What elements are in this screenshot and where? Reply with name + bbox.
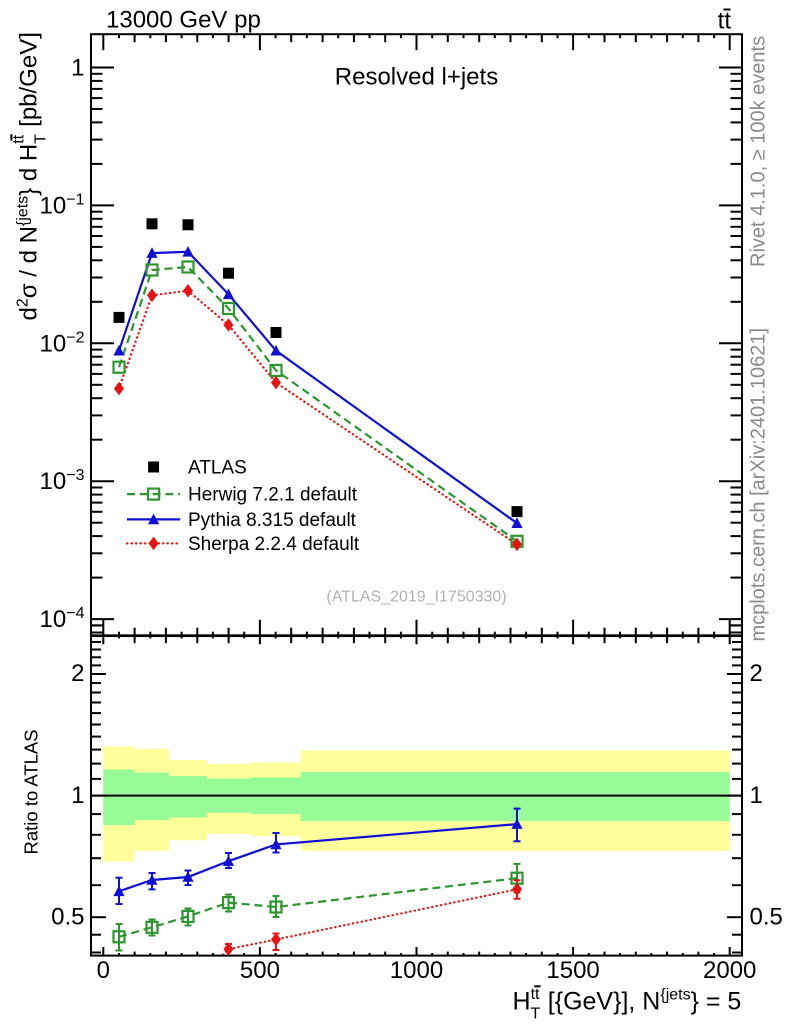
- svg-text:0: 0: [97, 957, 110, 984]
- svg-text:0.5: 0.5: [51, 903, 84, 930]
- svg-text:tt: tt: [718, 8, 732, 35]
- svg-text:Rivet 4.1.0, ≥ 100k events: Rivet 4.1.0, ≥ 100k events: [748, 36, 770, 267]
- svg-text:2000: 2000: [703, 957, 756, 984]
- svg-text:Herwig 7.2.1 default: Herwig 7.2.1 default: [188, 485, 358, 506]
- svg-text:2: 2: [71, 660, 84, 687]
- svg-text:mcplots.cern.ch [arXiv:2401.10: mcplots.cern.ch [arXiv:2401.10621]: [748, 328, 770, 642]
- svg-text:10−1: 10−1: [40, 191, 85, 219]
- svg-text:10−3: 10−3: [40, 467, 85, 495]
- svg-text:(ATLAS_2019_I1750330): (ATLAS_2019_I1750330): [326, 589, 506, 606]
- svg-text:10−4: 10−4: [40, 605, 85, 633]
- svg-text:13000 GeV pp: 13000 GeV pp: [106, 7, 261, 34]
- svg-text:Pythia 8.315 default: Pythia 8.315 default: [188, 510, 357, 531]
- svg-text:1: 1: [71, 55, 84, 82]
- svg-text:1: 1: [750, 782, 763, 809]
- svg-text:500: 500: [240, 957, 280, 984]
- svg-text:10−2: 10−2: [40, 329, 85, 357]
- svg-text:Ratio to ATLAS: Ratio to ATLAS: [21, 729, 42, 854]
- svg-text:Sherpa 2.2.4 default: Sherpa 2.2.4 default: [188, 534, 360, 555]
- svg-text:1500: 1500: [546, 957, 599, 984]
- svg-text:ATLAS: ATLAS: [188, 458, 247, 479]
- svg-text:1000: 1000: [390, 957, 443, 984]
- svg-text:2: 2: [750, 660, 763, 687]
- svg-text:Resolved l+jets: Resolved l+jets: [335, 64, 498, 91]
- svg-text:0.5: 0.5: [750, 903, 783, 930]
- svg-text:1: 1: [71, 782, 84, 809]
